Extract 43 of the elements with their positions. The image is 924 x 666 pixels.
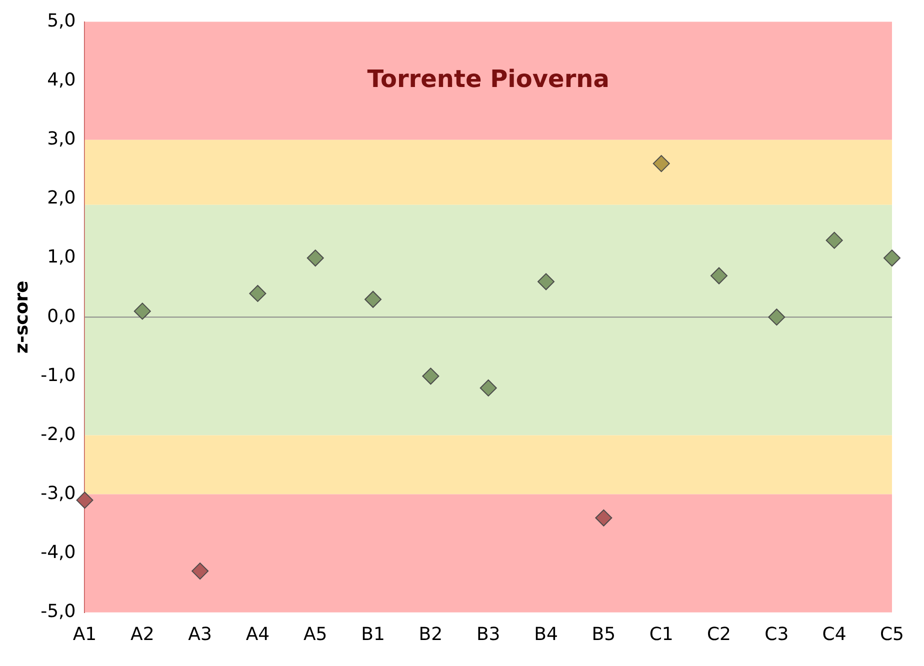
point: [422, 368, 440, 385]
y-tick-label: -4,0: [40, 542, 76, 564]
point: [480, 379, 497, 396]
point: [249, 284, 266, 302]
y-tick-label: 0,0: [47, 306, 76, 327]
y-tick-label: 2,0: [47, 188, 76, 209]
point: [306, 250, 324, 267]
point: [826, 232, 843, 249]
point: [364, 290, 382, 308]
x-tick-label: B2: [418, 624, 443, 645]
text: Torrente Pioverna: [367, 65, 610, 94]
point: [134, 302, 151, 320]
y-axis-title: z-score: [11, 280, 32, 354]
x-tick-label: C2: [706, 624, 732, 645]
x-tick-label: B1: [361, 624, 385, 645]
x-tick-label: B4: [534, 624, 558, 645]
point: [595, 509, 612, 526]
y-tick-label: -2,0: [40, 424, 76, 445]
y-tick-label: 3,0: [47, 128, 76, 150]
x-tick-label: C5: [880, 624, 904, 645]
point: [538, 273, 555, 290]
x-tick-label: A4: [246, 624, 270, 645]
x-tick-label: C4: [822, 624, 846, 645]
x-tick-label: A2: [130, 624, 154, 645]
x-tick-label: C3: [764, 624, 789, 645]
x-tick-label: B3: [476, 624, 500, 645]
point: [768, 308, 786, 326]
x-tick-label: A5: [303, 624, 328, 645]
x-tick-label: B5: [592, 624, 616, 645]
x-tick-label: A1: [72, 624, 97, 645]
point: [76, 492, 94, 509]
y-tick-label: -5,0: [40, 601, 76, 622]
point: [883, 250, 900, 267]
y-tick-label: 1,0: [47, 246, 76, 268]
point: [652, 155, 670, 172]
point: [192, 562, 209, 580]
y-tick-label: -1,0: [40, 364, 76, 386]
y-tick-label: -3,0: [40, 482, 76, 504]
y-tick-label: 5,0: [47, 10, 76, 32]
y-tick-label: 4,0: [47, 70, 76, 91]
x-tick-label: C1: [649, 624, 674, 645]
x-tick-label: A3: [188, 624, 212, 645]
point: [710, 267, 728, 284]
